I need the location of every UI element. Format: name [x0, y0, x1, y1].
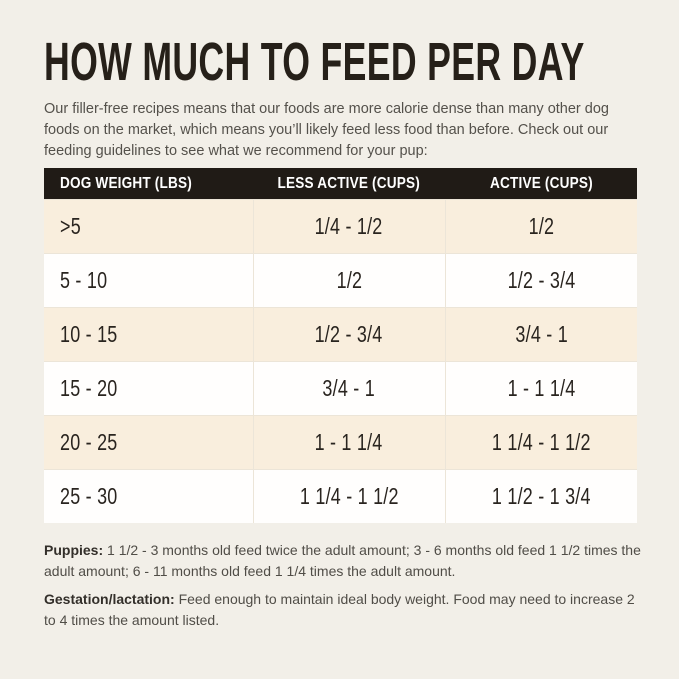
note-puppies-text: 1 1/2 - 3 months old feed twice the adul… — [44, 542, 641, 579]
note-puppies: Puppies: 1 1/2 - 3 months old feed twice… — [44, 540, 644, 582]
note-gestation-label: Gestation/lactation: — [44, 591, 175, 607]
page-title: HOW MUCH TO FEED PER DAY — [44, 34, 637, 90]
feeding-table-body: >5 1/4 - 1/2 1/2 5 - 10 1/2 1/2 - 3/4 10… — [44, 199, 637, 523]
cell-weight: >5 — [44, 199, 253, 254]
col-header-less-active-label: LESS ACTIVE (CUPS) — [277, 174, 421, 192]
col-header-less-active: LESS ACTIVE (CUPS) — [253, 168, 445, 200]
cell-active: 3/4 - 1 — [444, 307, 637, 362]
col-header-dog-weight: DOG WEIGHT (LBS) — [44, 168, 253, 200]
table-row: >5 1/4 - 1/2 1/2 — [44, 199, 637, 254]
header-row: DOG WEIGHT (LBS) LESS ACTIVE (CUPS) ACTI… — [44, 168, 637, 200]
table-row: 5 - 10 1/2 1/2 - 3/4 — [44, 253, 637, 308]
cell-weight: 5 - 10 — [44, 253, 253, 308]
cell-weight: 15 - 20 — [44, 361, 253, 416]
table-row: 20 - 25 1 - 1 1/4 1 1/4 - 1 1/2 — [44, 415, 637, 470]
cell-less-active: 3/4 - 1 — [252, 361, 445, 416]
feeding-guide-page: HOW MUCH TO FEED PER DAY Our filler-free… — [44, 34, 644, 631]
cell-active: 1 - 1 1/4 — [444, 361, 637, 416]
col-header-active: ACTIVE (CUPS) — [445, 168, 637, 200]
feeding-table-header: DOG WEIGHT (LBS) LESS ACTIVE (CUPS) ACTI… — [44, 168, 637, 200]
cell-less-active: 1 1/4 - 1 1/2 — [252, 469, 445, 523]
col-header-dog-weight-label: DOG WEIGHT (LBS) — [60, 174, 192, 192]
note-gestation-text: Feed enough to maintain ideal body weigh… — [44, 591, 635, 628]
cell-weight: 10 - 15 — [44, 307, 253, 362]
table-row: 15 - 20 3/4 - 1 1 - 1 1/4 — [44, 361, 637, 416]
cell-less-active: 1/2 — [252, 253, 445, 308]
table-row: 10 - 15 1/2 - 3/4 3/4 - 1 — [44, 307, 637, 362]
table-row: 25 - 30 1 1/4 - 1 1/2 1 1/2 - 1 3/4 — [44, 469, 637, 523]
note-puppies-label: Puppies: — [44, 542, 104, 558]
col-header-active-label: ACTIVE (CUPS) — [489, 174, 593, 192]
cell-active: 1 1/2 - 1 3/4 — [444, 469, 637, 523]
cell-active: 1 1/4 - 1 1/2 — [444, 415, 637, 470]
cell-weight: 20 - 25 — [44, 415, 253, 470]
cell-active: 1/2 — [444, 199, 637, 254]
page-title-text: HOW MUCH TO FEED PER DAY — [44, 32, 585, 92]
intro-text: Our filler-free recipes means that our f… — [44, 101, 609, 159]
cell-active: 1/2 - 3/4 — [444, 253, 637, 308]
cell-less-active: 1/4 - 1/2 — [252, 199, 445, 254]
feeding-table: DOG WEIGHT (LBS) LESS ACTIVE (CUPS) ACTI… — [44, 168, 637, 523]
note-gestation: Gestation/lactation: Feed enough to main… — [44, 589, 644, 631]
cell-weight: 25 - 30 — [44, 469, 253, 523]
cell-less-active: 1/2 - 3/4 — [252, 307, 445, 362]
cell-less-active: 1 - 1 1/4 — [252, 415, 445, 470]
